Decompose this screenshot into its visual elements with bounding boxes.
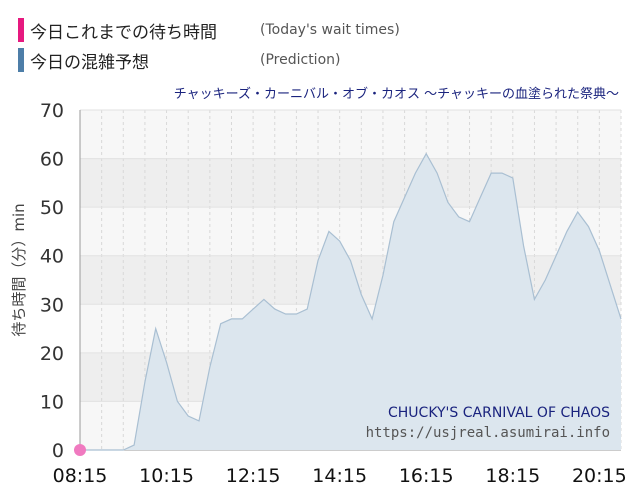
legend-today-sub: (Today's wait times) [260,22,400,38]
legend-prediction-sub: (Prediction) [260,52,341,68]
chart-title: チャッキーズ・カーニバル・オブ・カオス ～チャッキーの血塗られた祭典～ [174,86,619,102]
y-tick-label: 60 [40,149,64,171]
x-tick-label: 14:15 [312,465,367,487]
y-tick-label: 0 [52,440,64,462]
x-tick-label: 08:15 [53,465,108,487]
x-tick-label: 20:15 [572,465,627,487]
x-tick-label: 18:15 [485,465,540,487]
watermark-url: https://usjreal.asumirai.info [366,425,610,441]
today-point [74,444,86,456]
prediction-line [80,152,622,451]
legend-prediction: 今日の混雑予想 (Prediction) [18,48,341,73]
y-tick-label: 10 [40,391,64,413]
x-tick-label: 16:15 [399,465,454,487]
prediction-area [80,153,621,450]
legend-prediction-swatch [18,48,24,72]
y-tick-label: 30 [40,294,64,316]
y-axis-label: 待ち時間（分）min [10,203,28,336]
legend-today: 今日これまでの待ち時間 (Today's wait times) [18,18,400,43]
watermark-name: CHUCKY'S CARNIVAL OF CHAOS [388,405,610,421]
x-tick-label: 12:15 [226,465,281,487]
y-tick-label: 50 [40,197,64,219]
legend-today-label: 今日これまでの待ち時間 [30,22,217,43]
x-tick-label: 10:15 [139,465,194,487]
y-tick-label: 20 [40,343,64,365]
plot-band [80,158,621,208]
y-tick-label: 70 [40,100,64,122]
legend-prediction-label: 今日の混雑予想 [30,52,149,73]
legend-today-swatch [18,18,24,42]
y-tick-label: 40 [40,246,64,268]
